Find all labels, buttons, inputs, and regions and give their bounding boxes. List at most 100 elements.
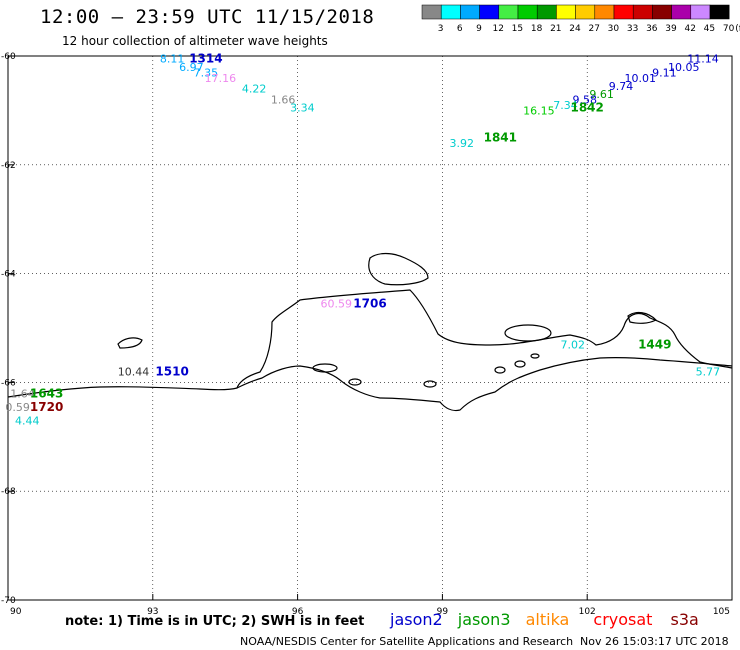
coastline bbox=[7, 252, 733, 412]
wave-height-value: 17.16 bbox=[205, 72, 237, 85]
color-scale-label: 27 bbox=[588, 24, 599, 34]
x-tick-label: 99 bbox=[437, 607, 449, 617]
wave-height-value: 1.64 bbox=[10, 387, 35, 400]
wave-height-value: 7.35 bbox=[194, 66, 219, 79]
color-scale-swatch bbox=[536, 4, 557, 20]
color-scale-label: 36 bbox=[646, 24, 658, 34]
ice-pond-1 bbox=[504, 324, 552, 342]
color-scale-swatch bbox=[479, 4, 500, 20]
y-tick-label: -66 bbox=[1, 378, 16, 388]
ice-pond-5 bbox=[494, 366, 506, 374]
wave-height-labels: 8.116.977.3517.164.221.663.3411.1410.059… bbox=[5, 53, 720, 428]
wave-height-value: 10.05 bbox=[668, 61, 700, 74]
pass-time-value: 1314 bbox=[189, 52, 222, 66]
wave-height-value: 10.01 bbox=[625, 72, 657, 85]
wave-height-value: 7.34 bbox=[553, 99, 578, 112]
wave-height-value: 10.44 bbox=[118, 366, 150, 379]
map-subtitle: 12 hour collection of altimeter wave hei… bbox=[62, 34, 328, 48]
ice-pond-4 bbox=[423, 380, 437, 388]
ice-island-1449 bbox=[627, 311, 658, 324]
axis-ticks: 90 93 96 99 102 105 -60 -62 -64 -66 -68 -70 bbox=[1, 52, 733, 617]
color-scale-swatch bbox=[690, 4, 711, 20]
wave-height-value: 6.97 bbox=[179, 61, 204, 74]
legend-cryosat: cryosat bbox=[593, 610, 652, 629]
color-scale-label: 33 bbox=[627, 24, 638, 34]
legend-s3a: s3a bbox=[671, 610, 699, 629]
wave-height-value: 3.34 bbox=[290, 102, 315, 115]
ice-pond-6 bbox=[514, 360, 526, 368]
color-scale-swatch bbox=[671, 4, 692, 20]
color-scale-label: 39 bbox=[665, 24, 677, 34]
satellite-legend: jason2 jason3 altika cryosat s3a bbox=[389, 610, 699, 629]
color-scale-swatch bbox=[632, 4, 653, 20]
wave-height-value: 4.22 bbox=[242, 83, 267, 96]
coastline-main bbox=[7, 289, 733, 398]
color-scale-swatch bbox=[652, 4, 672, 20]
color-scale-swatch bbox=[421, 4, 442, 20]
footer-timestamp: Nov 26 15:03:17 UTC 2018 bbox=[580, 635, 729, 648]
coastline-inner bbox=[236, 357, 733, 412]
color-scale-label: 9 bbox=[476, 24, 482, 34]
pass-time-value: 1841 bbox=[484, 131, 517, 145]
color-scale-label: 30 bbox=[608, 24, 620, 34]
gridlines bbox=[8, 56, 732, 600]
legend-altika: altika bbox=[526, 610, 570, 629]
wave-height-value: 3.92 bbox=[449, 137, 474, 150]
wave-height-value: 60.59 bbox=[320, 298, 352, 311]
map-frame bbox=[7, 55, 733, 601]
pass-time-value: 1706 bbox=[353, 297, 386, 311]
color-scale-swatch bbox=[613, 4, 634, 20]
color-scale-label: 42 bbox=[684, 24, 695, 34]
map-title: 12:00 – 23:59 UTC 11/15/2018 bbox=[40, 6, 375, 28]
legend-jason2: jason2 bbox=[389, 610, 443, 629]
x-tick-label: 102 bbox=[579, 607, 596, 617]
x-tick-label: 90 bbox=[10, 607, 22, 617]
color-scale-label: 12 bbox=[492, 24, 503, 34]
wave-height-value: 0.59 bbox=[5, 401, 30, 414]
footer-note: note: 1) Time is in UTC; 2) SWH is in fe… bbox=[65, 614, 364, 629]
color-scale-unit: (ft) bbox=[735, 24, 740, 34]
ice-pond-7 bbox=[530, 353, 540, 359]
color-scale-swatch bbox=[575, 4, 596, 20]
footer-credit: NOAA/NESDIS Center for Satellite Applica… bbox=[240, 635, 573, 648]
y-tick-label: -64 bbox=[1, 270, 16, 280]
pass-time-value: 1720 bbox=[30, 400, 63, 414]
color-scale-label: 70 bbox=[723, 24, 735, 34]
wave-height-value: 9.61 bbox=[589, 88, 614, 101]
ice-pond-3 bbox=[348, 378, 362, 386]
wave-height-value: 8.11 bbox=[160, 53, 185, 66]
x-tick-label: 93 bbox=[147, 607, 158, 617]
color-scale-label: 18 bbox=[531, 24, 543, 34]
ice-pond-2 bbox=[312, 363, 338, 373]
color-scale-label: 15 bbox=[512, 24, 523, 34]
color-scale-label: 6 bbox=[457, 24, 463, 34]
y-tick-label: -62 bbox=[1, 161, 16, 171]
wave-height-value: 9.74 bbox=[609, 80, 634, 93]
color-scale-swatch bbox=[440, 4, 461, 20]
wave-height-value: 7.02 bbox=[560, 338, 585, 351]
wave-height-value: 16.15 bbox=[523, 104, 555, 117]
pass-time-value: 1449 bbox=[638, 337, 671, 351]
color-scale-swatch bbox=[556, 4, 576, 20]
wave-height-value: 5.77 bbox=[696, 366, 721, 379]
wave-height-value: 9.11 bbox=[652, 66, 677, 79]
color-scale-swatch bbox=[498, 4, 519, 20]
color-scale-label: 24 bbox=[569, 24, 581, 34]
pass-time-value: 1643 bbox=[30, 386, 63, 400]
y-tick-label: -60 bbox=[1, 52, 16, 62]
color-scale-label: 45 bbox=[704, 24, 715, 34]
ice-island-1706 bbox=[368, 252, 429, 286]
pass-time-value: 1510 bbox=[155, 365, 188, 379]
legend-jason3: jason3 bbox=[457, 610, 511, 629]
wave-height-value: 11.14 bbox=[687, 53, 719, 66]
y-tick-label: -70 bbox=[1, 596, 16, 606]
color-scale-swatch bbox=[460, 4, 480, 20]
wave-height-value: 4.44 bbox=[15, 414, 40, 427]
color-scale-label: 3 bbox=[438, 24, 444, 34]
x-tick-label: 96 bbox=[292, 607, 304, 617]
wave-height-value: 1.66 bbox=[271, 94, 296, 107]
ice-island-1510 bbox=[117, 337, 143, 349]
